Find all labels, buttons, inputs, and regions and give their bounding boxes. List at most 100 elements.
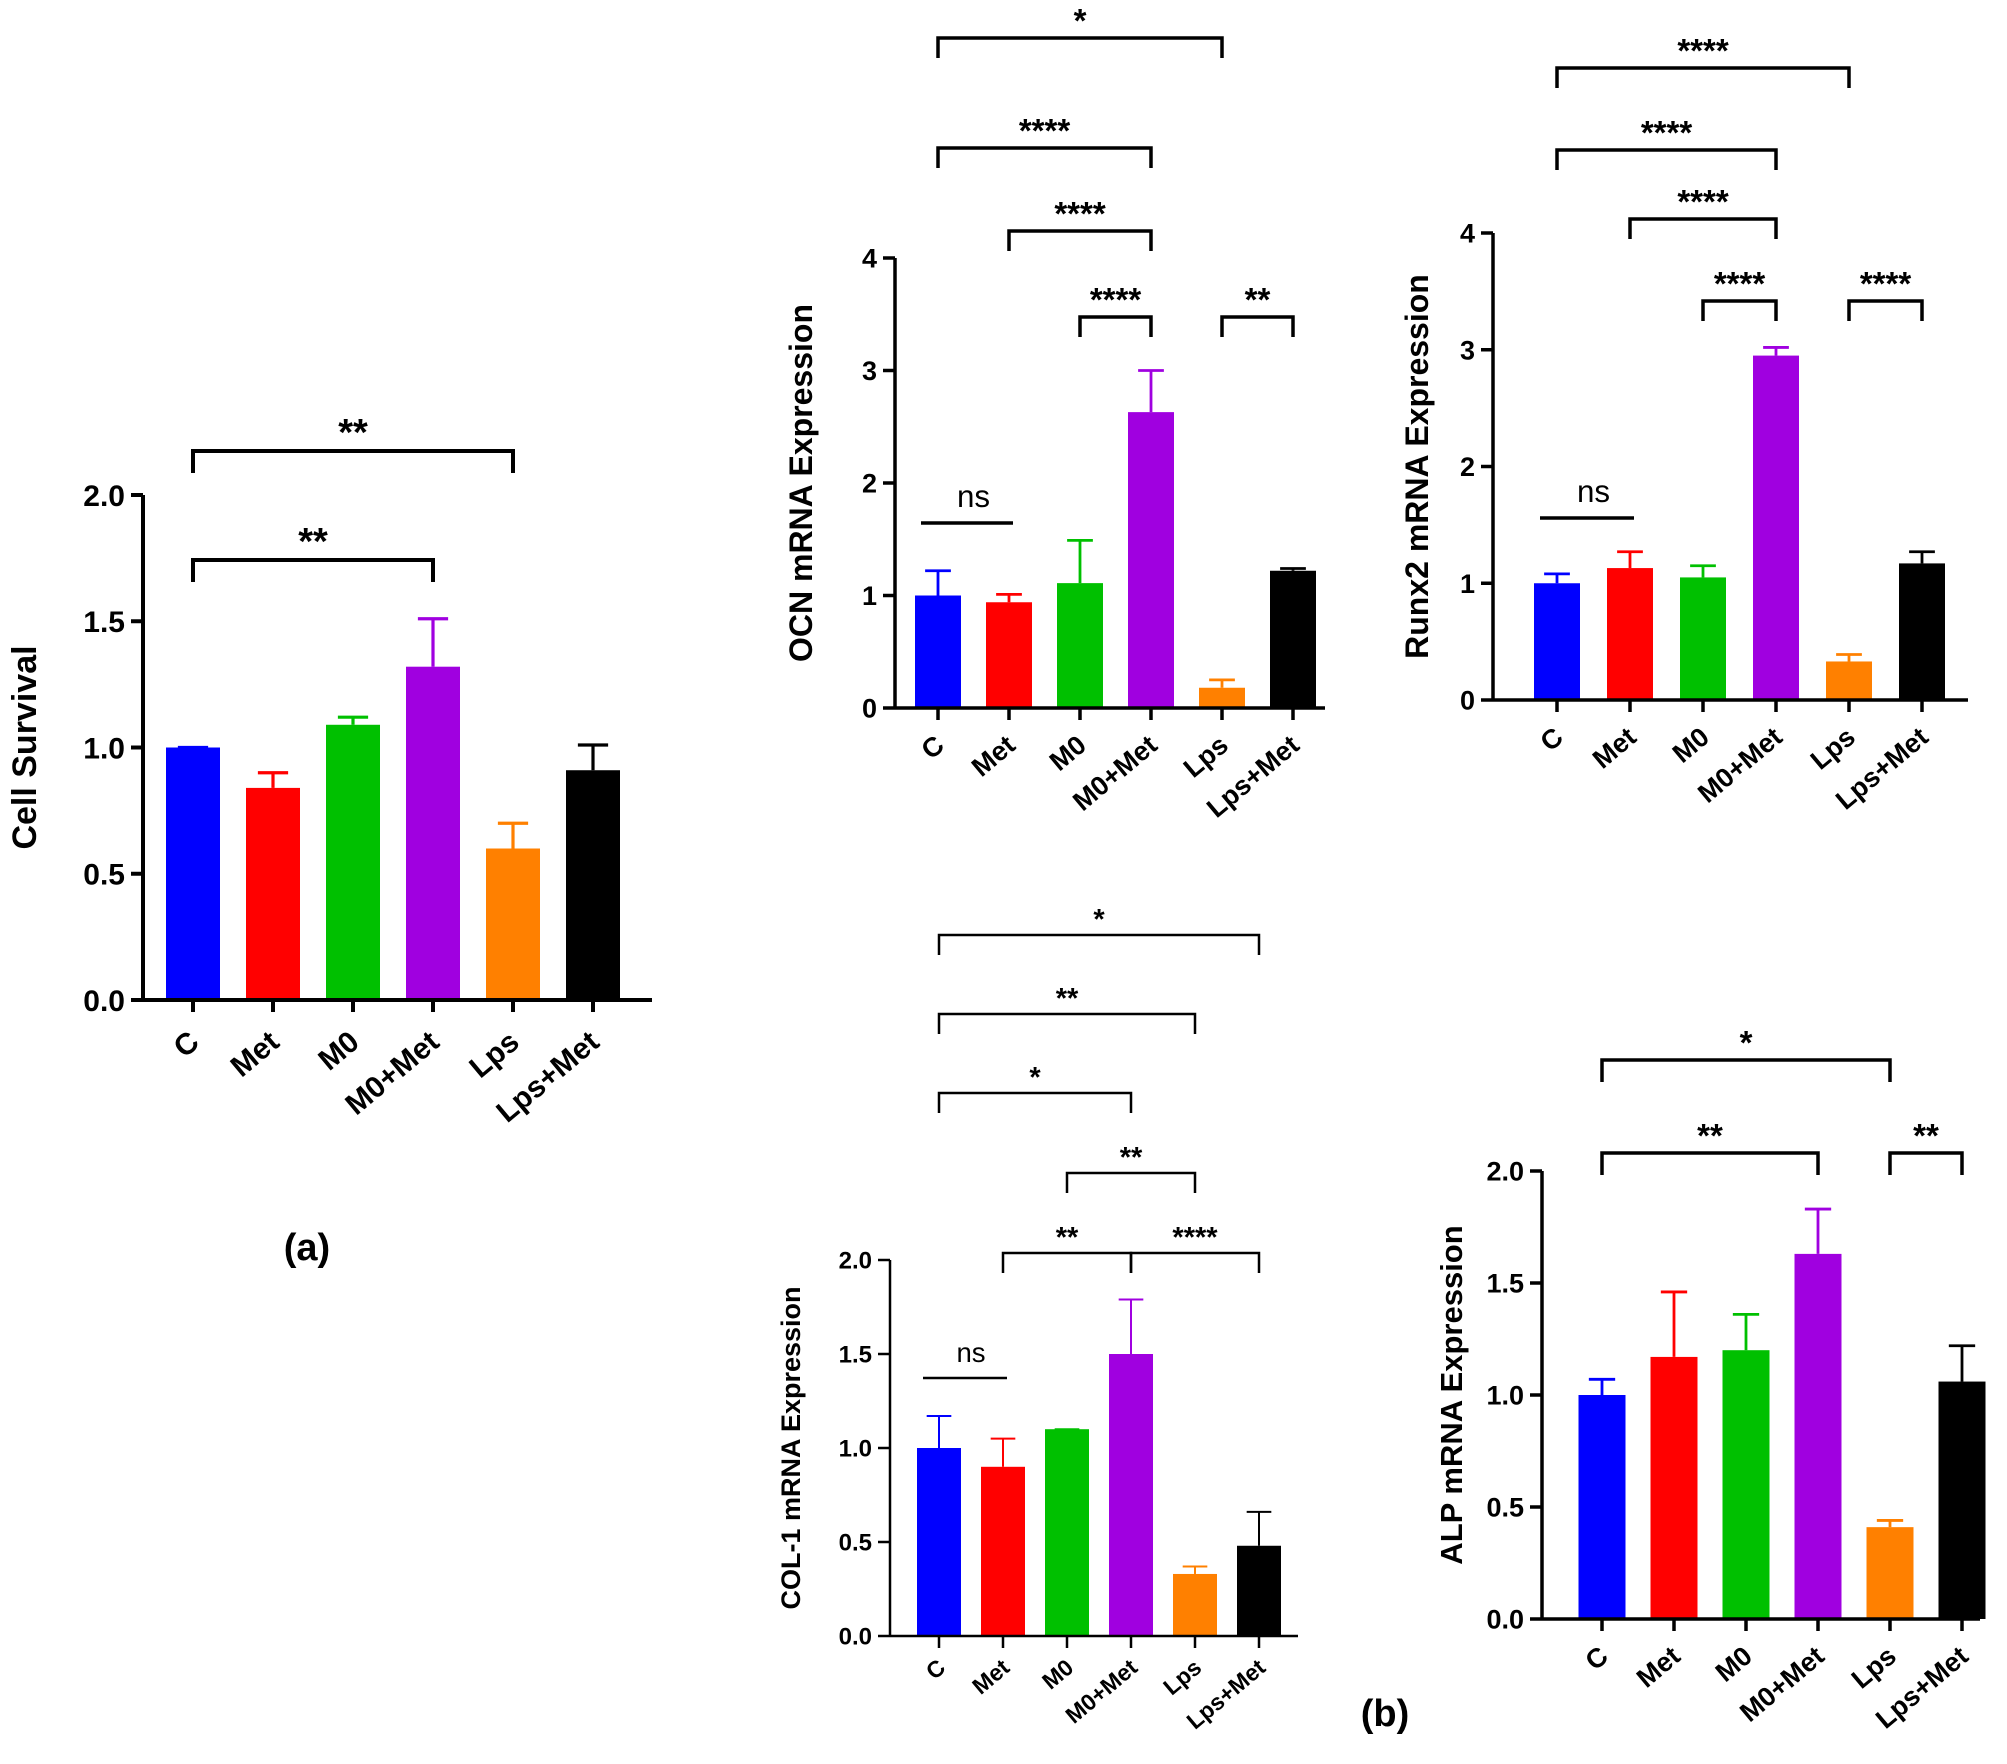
significance-label: **** (1054, 195, 1106, 232)
bracket-line (1847, 299, 1924, 321)
significance-label: ns (956, 1337, 985, 1368)
x-tick-label-lps: Lps (1846, 1641, 1902, 1695)
bar-m0 (1057, 583, 1103, 708)
y-tick-label: 1.0 (1486, 1381, 1524, 1411)
x-tick-label-m0: M0 (312, 1025, 365, 1077)
significance-label: ns (957, 479, 990, 514)
y-tick-label: 0.0 (839, 1624, 872, 1651)
bar-c (1534, 583, 1580, 700)
significance-label: **** (1019, 112, 1071, 149)
x-tick-label-met: Met (1587, 722, 1642, 775)
bracket-line (1600, 1151, 1820, 1175)
bar-m0 (1680, 577, 1726, 700)
y-axis-label: OCN mRNA Expression (783, 304, 819, 662)
y-tick-label: 3 (862, 356, 877, 386)
bar-m0-plus-met (1109, 1354, 1153, 1636)
significance-bracket: ns (921, 479, 1013, 525)
bracket-line (1001, 1251, 1133, 1273)
significance-label: ** (1056, 983, 1079, 1015)
significance-label: **** (1860, 265, 1912, 302)
significance-bracket: ** (1600, 1117, 1820, 1175)
x-tick-label-c: C (1580, 1641, 1614, 1677)
x-tick-label-c: C (168, 1025, 206, 1064)
bar-lps (486, 848, 540, 1000)
significance-label: ** (338, 412, 368, 454)
x-tick-label-lps: Lps (1805, 722, 1861, 776)
significance-bracket: ns (923, 1337, 1007, 1380)
significance-bracket: * (937, 904, 1261, 955)
bracket-line (191, 558, 435, 582)
bar-m0-plus-met (406, 666, 460, 1000)
y-tick-label: 1.5 (839, 1342, 872, 1369)
bar-met (246, 787, 300, 1000)
x-tick-label-m0: M0 (1667, 722, 1715, 769)
significance-bracket: ** (937, 983, 1197, 1034)
x-tick-label-lps: Lps (1178, 730, 1234, 784)
y-tick-label: 4 (862, 244, 877, 274)
bar-m0-plus-met (1753, 355, 1799, 700)
significance-label: ** (298, 521, 328, 563)
significance-label: ** (1913, 1117, 1939, 1154)
y-tick-label: 3 (1460, 335, 1475, 365)
x-tick-label-lps: Lps (463, 1025, 525, 1085)
bracket-line (1220, 315, 1295, 337)
significance-label: ** (1245, 281, 1271, 318)
bar-m0 (1722, 1350, 1770, 1619)
bar-lps-plus-met (566, 770, 620, 1000)
bracket-line (937, 1091, 1133, 1113)
bracket-line (936, 146, 1153, 168)
y-tick-label: 2.0 (839, 1248, 872, 1275)
y-tick-label: 1.0 (839, 1436, 872, 1463)
bar-m0 (326, 724, 380, 1000)
x-tick-label-m0: M0 (1044, 730, 1092, 777)
y-tick-label: 0 (862, 694, 877, 724)
bracket-line (1600, 1058, 1892, 1082)
significance-label: * (1074, 2, 1087, 39)
significance-label: **** (1677, 183, 1729, 220)
x-tick-label-m0-plus-met: M0+Met (1060, 1654, 1142, 1729)
y-tick-label: 4 (1460, 219, 1475, 249)
significance-bracket: ** (1888, 1117, 1964, 1175)
bracket-line (937, 1012, 1197, 1034)
significance-bracket: ns (1540, 474, 1634, 520)
x-tick-label-c: C (921, 1654, 950, 1685)
bar-c (1578, 1395, 1626, 1619)
significance-label: ** (1120, 1142, 1143, 1174)
y-tick-label: 1.5 (83, 606, 125, 639)
bar-met (986, 602, 1032, 708)
bar-c (917, 1448, 961, 1636)
y-tick-label: 0 (1460, 686, 1475, 716)
y-tick-label: 0.5 (1486, 1493, 1524, 1523)
significance-bracket: ** (1220, 281, 1295, 337)
bar-lps-plus-met (1270, 570, 1316, 708)
x-tick-label-c: C (1535, 722, 1569, 758)
bar-lps-plus-met (1237, 1545, 1281, 1636)
significance-bracket: **** (1847, 265, 1924, 321)
significance-bracket: **** (1007, 195, 1153, 251)
y-tick-label: 0.5 (83, 859, 125, 892)
bar-m0-plus-met (1794, 1253, 1842, 1619)
significance-bracket: **** (936, 112, 1153, 168)
significance-bracket: **** (1129, 1222, 1261, 1273)
x-tick-label-met: Met (967, 1654, 1014, 1700)
y-tick-label: 1.0 (83, 732, 125, 765)
y-tick-label: 1 (1460, 569, 1475, 599)
significance-bracket: **** (1628, 183, 1778, 239)
bar-lps (1866, 1527, 1914, 1619)
bar-lps (1826, 661, 1872, 700)
significance-bracket: * (937, 1062, 1133, 1113)
y-tick-label: 1.5 (1486, 1269, 1524, 1299)
significance-label: ** (1056, 1222, 1079, 1254)
bracket-line (936, 36, 1224, 58)
significance-bracket: ** (191, 412, 515, 473)
significance-bracket: * (936, 2, 1224, 58)
significance-bracket: ** (1001, 1222, 1133, 1273)
bar-met (1650, 1356, 1698, 1619)
bar-c (915, 595, 961, 708)
x-tick-label-m0: M0 (1037, 1654, 1078, 1694)
significance-label: ns (1577, 474, 1610, 509)
significance-label: **** (1714, 265, 1766, 302)
